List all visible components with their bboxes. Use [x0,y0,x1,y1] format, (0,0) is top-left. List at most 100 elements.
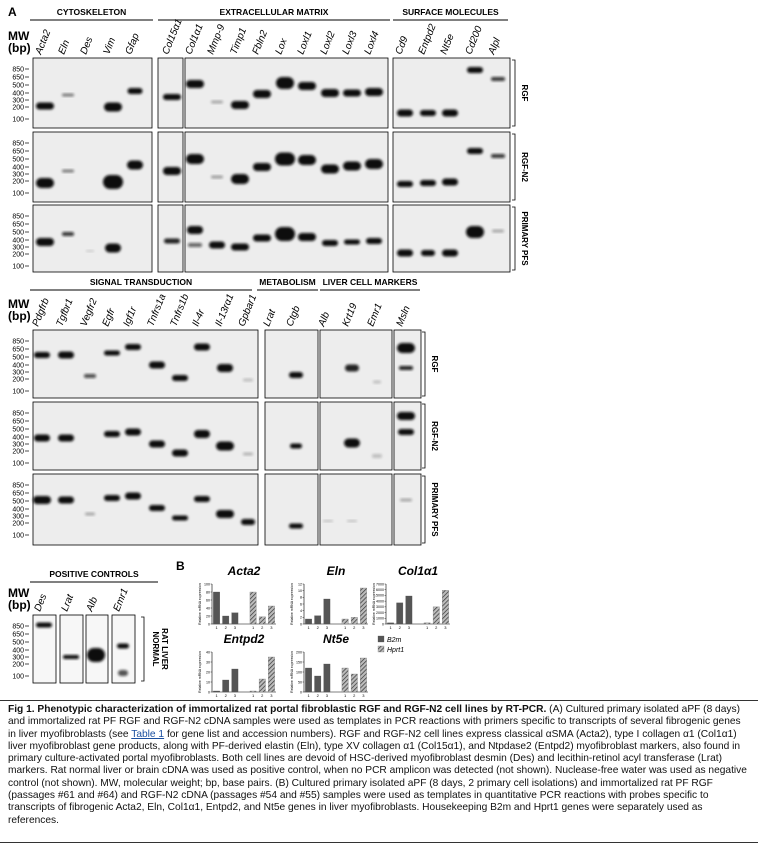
gene-label: Alpl [486,36,503,57]
mw-tick-label: 850 [12,141,24,148]
gel-band [420,180,436,186]
gel-band [186,80,204,88]
gel-band [104,350,120,356]
bar [350,673,358,693]
bar [442,590,449,625]
x-tick-label: 2 [225,625,228,630]
y-tick-label: 6000 [376,588,384,592]
gel-band [365,159,383,169]
row-label: PRIMARY PFS [520,211,529,266]
x-tick-label: 1 [215,625,218,630]
gel-image [319,401,393,471]
gel-band [163,167,181,175]
axes [303,652,368,693]
gel-band [442,178,458,186]
chart-title: Eln [327,564,346,578]
chart-title: Nt5e [323,632,349,646]
gel-band [366,238,382,244]
gene-label: Gfap [124,31,142,56]
mw-tick-label: 100 [12,533,24,540]
mw-tick-label: 850 [12,411,24,418]
legend-swatch [377,645,385,653]
gel-band [105,243,121,253]
gel-band [125,428,141,436]
gel-band [243,378,253,382]
gel-band [85,512,95,516]
mw-tick-label: 200 [12,179,24,186]
gel-band [467,148,483,154]
bar [305,618,312,625]
mw-tick-label: 650 [12,149,24,156]
gel-band [188,243,202,247]
gel-band [36,622,52,628]
gel-band [36,238,54,246]
gel-band [397,181,413,187]
table-link[interactable]: Table 1 [131,728,165,740]
bar [341,618,349,625]
x-tick-label: 2 [317,693,320,698]
gel-band [298,155,316,165]
gel-band [163,94,181,100]
bar [314,615,322,625]
gel-band [241,519,255,525]
axes [211,652,276,693]
y-tick-label: 30 [206,660,210,664]
bar [258,678,266,693]
gel-band [400,498,412,502]
gel-band [164,238,180,244]
bar [231,612,239,625]
gel-band [347,520,357,522]
x-tick-label: 2 [317,625,320,630]
mw-tick-label: 650 [12,419,24,426]
x-tick-label: 3 [234,693,237,698]
axes [385,584,450,625]
gene-label: Col15α1 [161,17,185,56]
mw-tick-label: 100 [12,674,24,681]
gene-label: Tgfbr1 [55,297,76,328]
bar [350,617,358,625]
gel-band [149,440,165,448]
gel-band [211,100,223,104]
mw-tick-label: 500 [12,83,24,90]
gel-band [397,249,413,257]
mw-tick-label: 100 [12,461,24,468]
y-tick-label: 1000 [376,617,384,621]
bar [387,622,394,625]
gel-image [32,614,57,684]
gel-band [209,241,225,249]
y-tick-label: 150 [296,660,302,664]
gel-band [421,250,435,256]
gel-band [344,239,360,245]
gel-image [319,473,393,546]
gel-image [392,57,511,129]
gene-label: Lrat [60,592,77,613]
gel-band [172,375,188,381]
gel-image [393,329,422,399]
row-label: RGF-N2 [430,421,439,451]
panel-label: B [176,559,185,573]
x-tick-label: 3 [234,625,237,630]
gene-label: Msln [395,304,413,328]
mw-tick-label: 200 [12,521,24,528]
bar [305,667,312,693]
gel-band [216,510,234,518]
mw-tick-label: 200 [12,449,24,456]
mw-tick-label: 100 [12,117,24,124]
y-tick-label: 4 [300,609,302,613]
x-tick-label: 2 [435,625,438,630]
gene-label: Vim [102,36,119,56]
mw-tick-label: 500 [12,640,24,647]
row-bracket [422,475,426,544]
chart-title: Acta2 [227,564,261,578]
gel-band [58,351,74,359]
gel-band [58,496,74,504]
legend-label: B2m [387,637,402,644]
gene-label: Emr1 [112,587,131,613]
gene-label: Acta2 [33,28,53,57]
gene-label: Egfr [101,306,118,328]
gel-band [211,175,223,179]
gel-band [322,240,338,246]
gene-label: Gpbar1 [237,293,260,328]
